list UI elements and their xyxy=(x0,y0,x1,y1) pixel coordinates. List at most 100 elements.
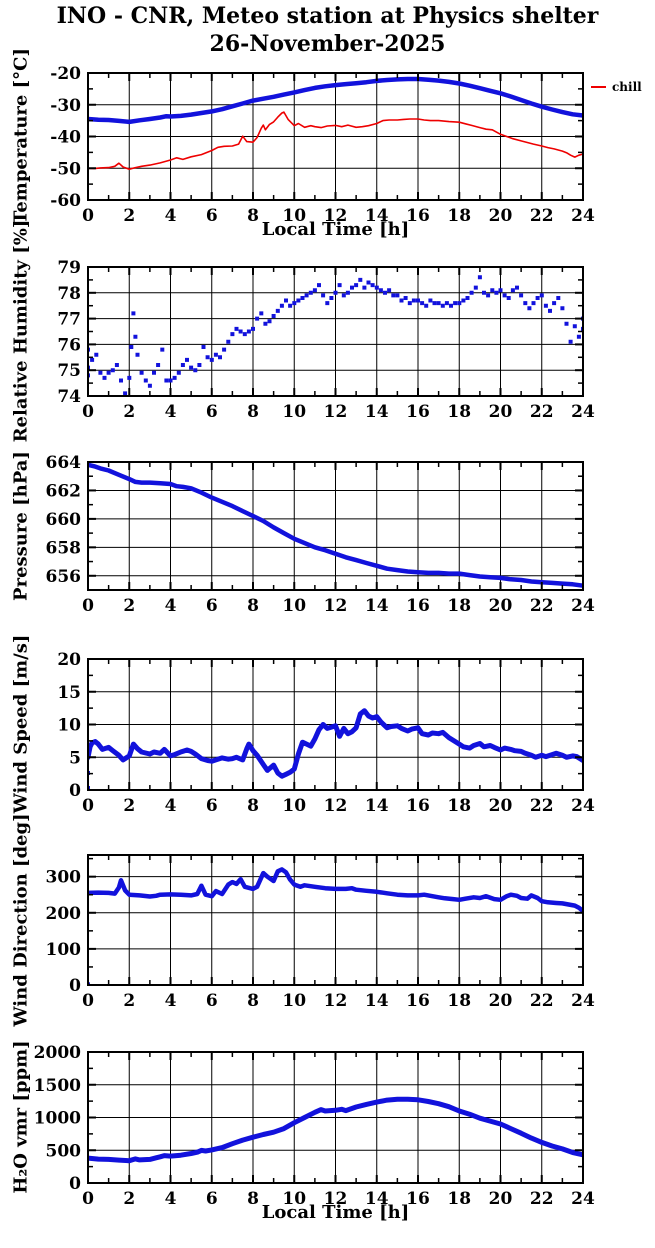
x-tick-label: 12 xyxy=(324,991,348,1011)
y-tick-label: 74 xyxy=(57,387,81,407)
y-tick-label: 77 xyxy=(57,310,81,330)
x-tick-label: 24 xyxy=(571,991,595,1011)
x-tick-label: 6 xyxy=(206,991,218,1011)
x-tick-labels-wind-speed: 0 2 4 6 8 10 12 14 16 18 20 22 24 xyxy=(82,796,595,816)
x-tick-label: 0 xyxy=(82,206,94,226)
x-tick-label: 20 xyxy=(489,1189,513,1209)
y-tick-labels-pressure: 656 658 660 662 664 xyxy=(46,453,82,587)
y-axis-label-wind-speed: Wind Speed [m/s] xyxy=(10,634,32,814)
y-axis-label-pressure: Pressure [hPa] xyxy=(10,451,32,601)
series-group-h2o-vmr xyxy=(87,1096,584,1164)
x-tick-label: 10 xyxy=(282,402,306,422)
y-tick-labels-relative-humidity: 74 75 76 77 78 79 xyxy=(57,258,81,407)
x-tick-label: 0 xyxy=(82,991,94,1011)
series-group-temperature xyxy=(87,76,584,170)
y-tick-label: -30 xyxy=(50,96,81,116)
x-tick-label: 4 xyxy=(165,796,177,816)
x-tick-label: 6 xyxy=(206,796,218,816)
gridlines xyxy=(88,855,583,985)
x-tick-labels-wind-direction: 0 2 4 6 8 10 12 14 16 18 20 22 24 xyxy=(82,991,595,1011)
x-tick-label: 20 xyxy=(489,402,513,422)
y-tick-labels-temperature: -60 -50 -40 -30 -20 xyxy=(50,64,81,211)
x-tick-label: 18 xyxy=(447,1189,471,1209)
x-axis-label-temperature: Local Time [h] xyxy=(261,219,410,240)
x-tick-label: 10 xyxy=(282,206,306,226)
x-tick-label: 18 xyxy=(447,206,471,226)
gridlines xyxy=(88,659,583,790)
x-tick-label: 6 xyxy=(206,402,218,422)
x-tick-label: 10 xyxy=(282,991,306,1011)
y-tick-label: 0 xyxy=(69,1174,81,1194)
x-tick-label: 12 xyxy=(324,1189,348,1209)
y-tick-label: 78 xyxy=(57,284,81,304)
y-tick-label: 76 xyxy=(57,335,81,355)
y-tick-label: 75 xyxy=(57,361,81,381)
x-tick-label: 0 xyxy=(82,596,94,616)
x-tick-label: 2 xyxy=(123,402,135,422)
x-tick-label: 12 xyxy=(324,596,348,616)
x-tick-label: 24 xyxy=(571,402,595,422)
y-tick-label: 500 xyxy=(46,1141,82,1161)
x-tick-label: 6 xyxy=(206,206,218,226)
y-tick-label: 660 xyxy=(46,510,82,530)
x-tick-label: 8 xyxy=(247,796,259,816)
x-tick-label: 22 xyxy=(530,1189,554,1209)
x-tick-label: 20 xyxy=(489,206,513,226)
x-tick-label: 8 xyxy=(247,596,259,616)
x-tick-label: 4 xyxy=(165,402,177,422)
x-tick-labels-h2o-vmr: 0 2 4 6 8 10 12 14 16 18 20 22 24 xyxy=(82,1189,595,1209)
y-tick-label: 0 xyxy=(69,976,81,996)
x-tick-label: 8 xyxy=(247,402,259,422)
x-tick-label: 18 xyxy=(447,402,471,422)
x-tick-label: 6 xyxy=(206,1189,218,1209)
x-tick-label: 20 xyxy=(489,991,513,1011)
x-tick-label: 14 xyxy=(365,1189,389,1209)
x-tick-label: 10 xyxy=(282,796,306,816)
x-tick-label: 22 xyxy=(530,402,554,422)
x-tick-label: 2 xyxy=(123,206,135,226)
x-tick-label: 4 xyxy=(165,596,177,616)
x-tick-label: 16 xyxy=(406,402,430,422)
series-pressure xyxy=(87,462,584,588)
x-tick-label: 2 xyxy=(123,1189,135,1209)
plot-border-wind-direction xyxy=(87,854,584,986)
series-chill xyxy=(87,111,584,170)
x-tick-label: 2 xyxy=(123,796,135,816)
y-tick-label: 20 xyxy=(57,650,81,670)
x-tick-label: 14 xyxy=(365,991,389,1011)
y-axis-label-relative-humidity: Relative Humidity [%] xyxy=(10,219,32,443)
y-tick-labels-h2o-vmr: 0 500 1000 1500 2000 xyxy=(34,1043,81,1194)
y-tick-labels-wind-direction: 0 100 200 300 xyxy=(46,868,82,996)
x-tick-label: 16 xyxy=(406,796,430,816)
y-axis-label-wind-direction: Wind Direction [deg] xyxy=(10,813,32,1027)
x-tick-label: 16 xyxy=(406,596,430,616)
x-tick-label: 8 xyxy=(247,991,259,1011)
y-tick-label: 662 xyxy=(46,481,82,501)
x-tick-label: 24 xyxy=(571,596,595,616)
x-tick-label: 14 xyxy=(365,206,389,226)
x-tick-label: 18 xyxy=(447,796,471,816)
plot-border-pressure xyxy=(87,461,584,591)
x-tick-label: 18 xyxy=(447,596,471,616)
x-tick-label: 24 xyxy=(571,1189,595,1209)
x-tick-label: 0 xyxy=(82,1189,94,1209)
chart-temperature: -60-50-40-30-200 2 4 6 8 10 12 14 16 18 20 22 24 xyxy=(50,64,595,226)
x-tick-label: 4 xyxy=(165,991,177,1011)
plot-border-wind-speed xyxy=(87,658,584,791)
y-axis-label-h2o-vmr: H₂O vmr [ppm] xyxy=(10,1040,32,1194)
x-tick-label: 4 xyxy=(165,1189,177,1209)
y-tick-label: -50 xyxy=(50,159,81,179)
x-tick-label: 10 xyxy=(282,596,306,616)
x-tick-label: 16 xyxy=(406,206,430,226)
x-tick-label: 12 xyxy=(324,402,348,422)
x-tick-label: 4 xyxy=(165,206,177,226)
y-tick-label: 2000 xyxy=(34,1043,81,1063)
y-tick-label: 0 xyxy=(69,781,81,801)
x-tick-label: 12 xyxy=(324,206,348,226)
